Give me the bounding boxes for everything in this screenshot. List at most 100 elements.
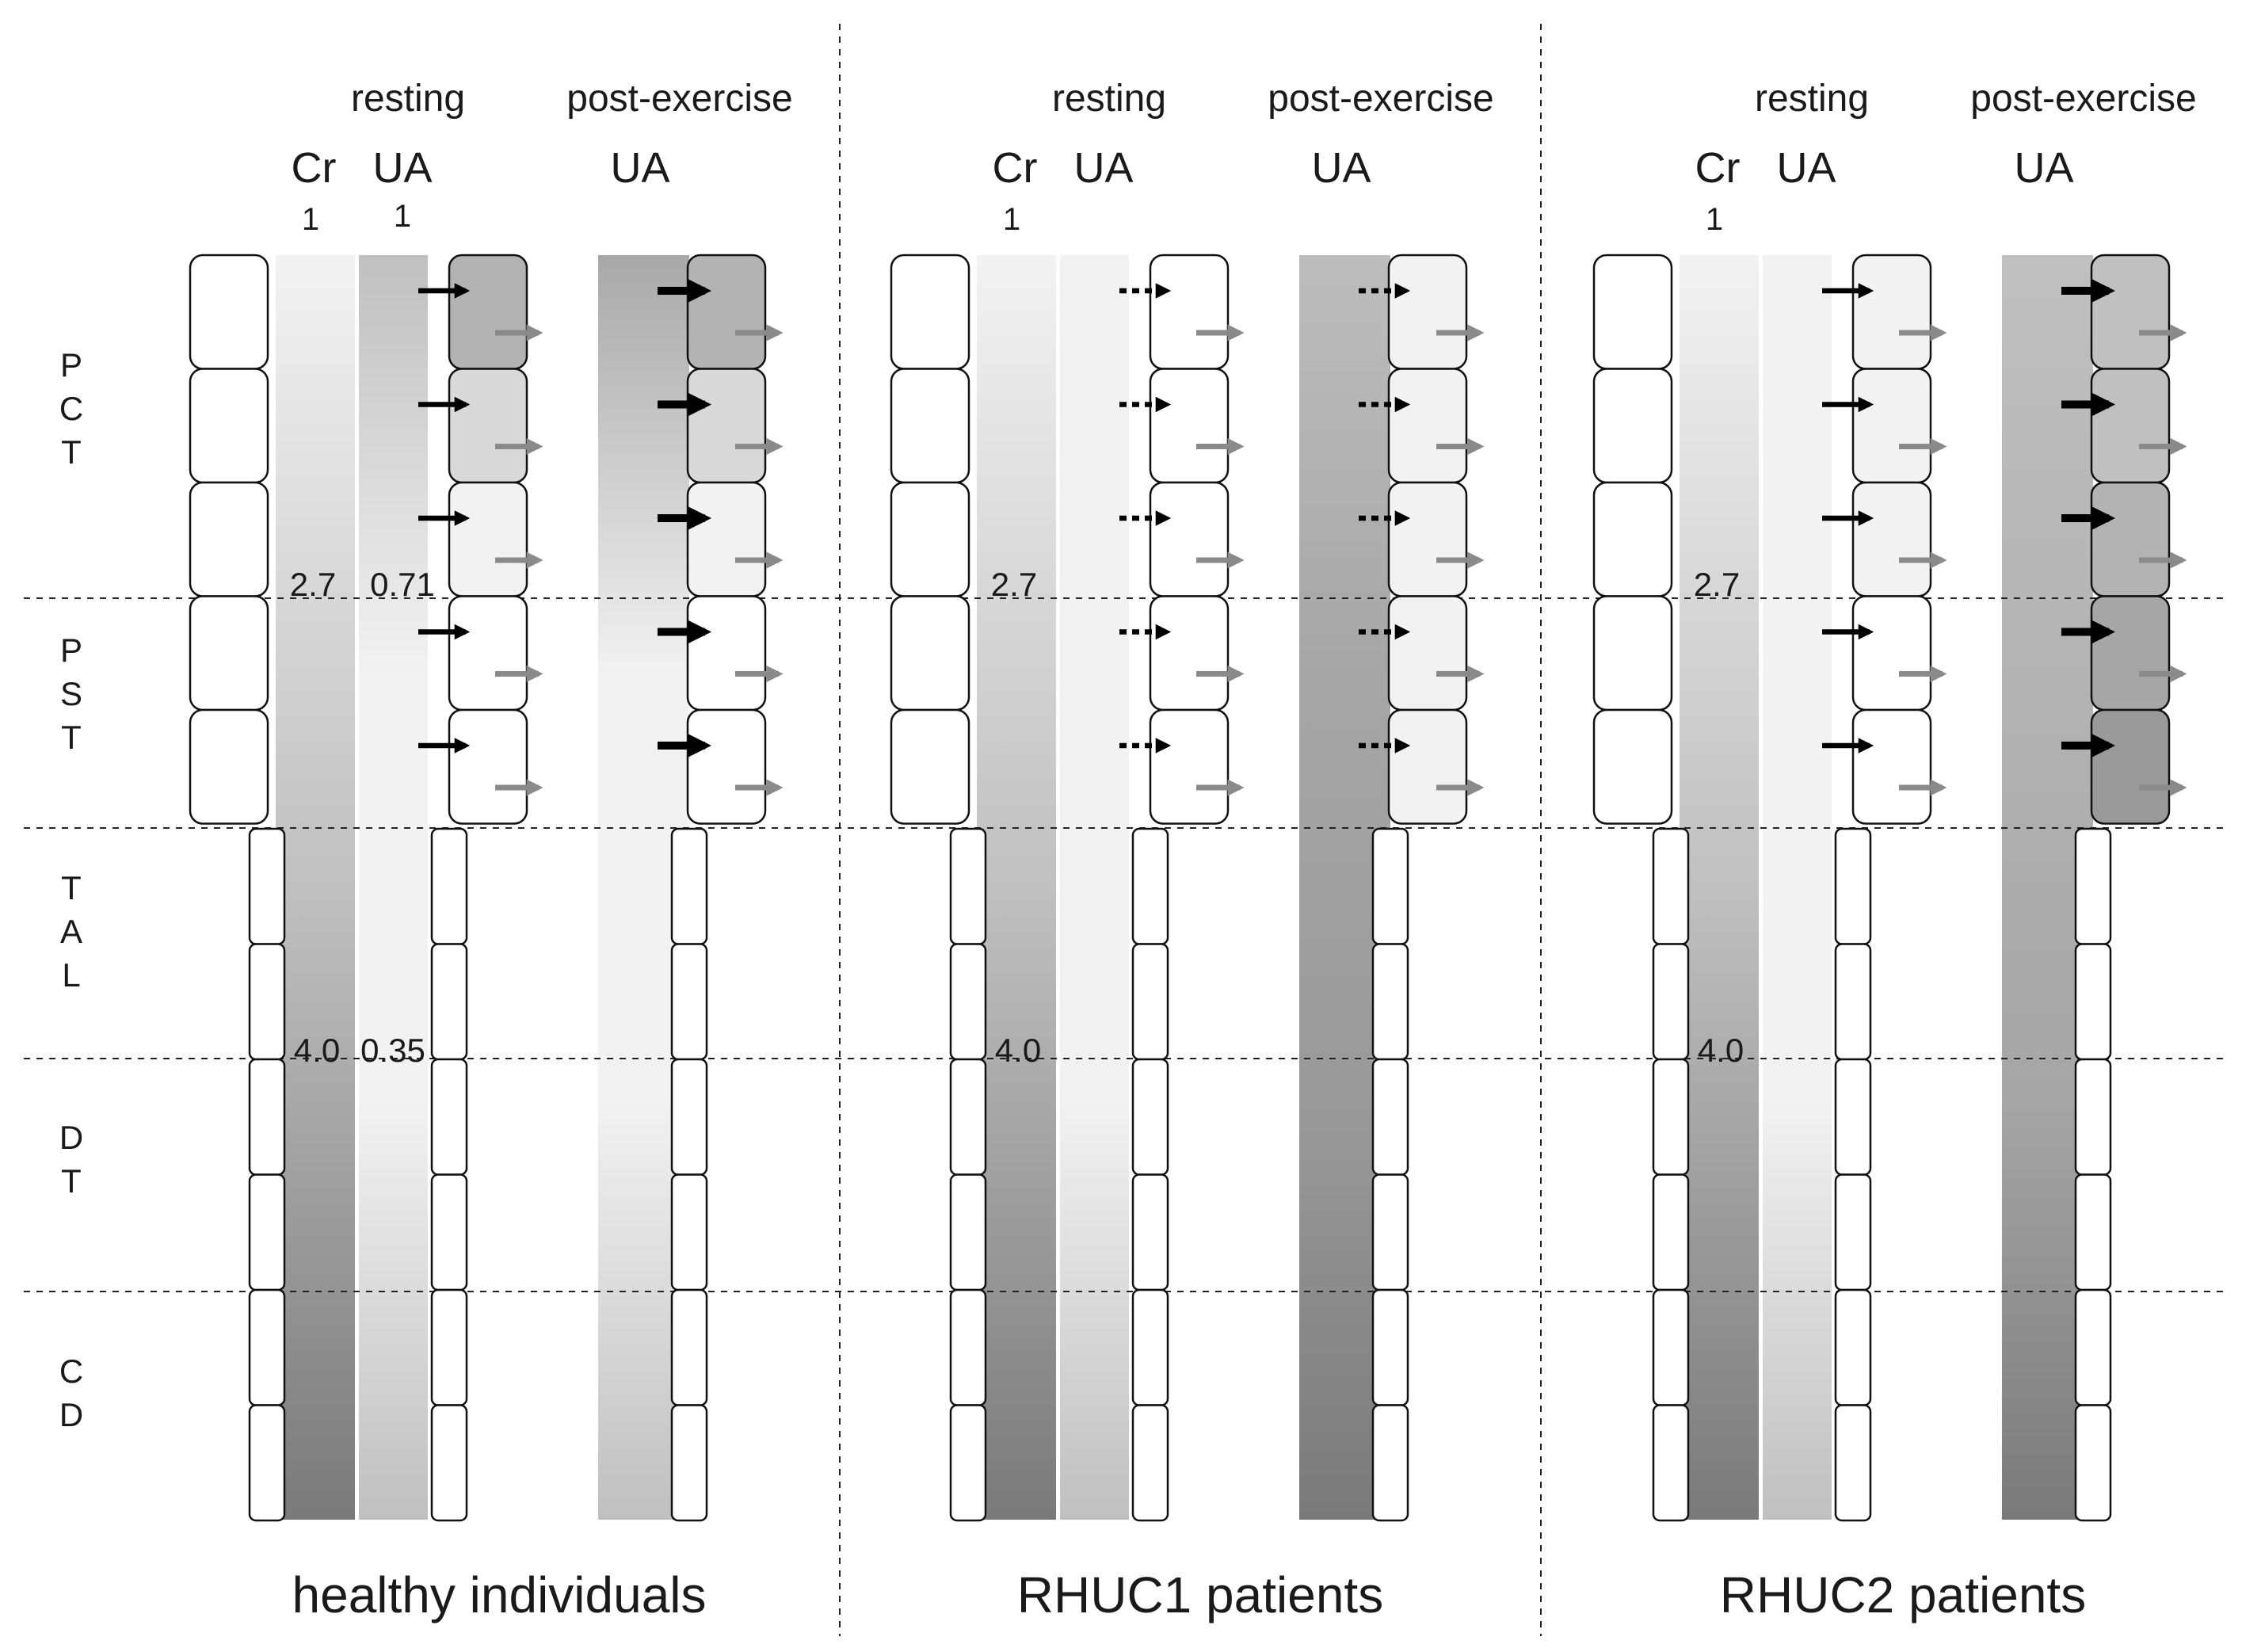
proximal-cell-post-5 bbox=[1387, 708, 1468, 825]
creatinine-dt-value-rhuc2: 4.0 bbox=[1698, 1032, 1744, 1069]
creatinine-top-value-rhuc2: 1 bbox=[1706, 202, 1723, 237]
distal-cell-post-4 bbox=[670, 1173, 708, 1291]
uric-acid-label-resting-rhuc2: UA bbox=[1776, 144, 1836, 192]
distal-cell-post-6 bbox=[1371, 1404, 1409, 1522]
segment-label-dt-1: D bbox=[59, 1119, 83, 1156]
creatinine-band-rhuc2 bbox=[1680, 255, 1759, 1520]
proximal-cell-cr-1 bbox=[890, 254, 970, 370]
distal-cell-post-3 bbox=[670, 1058, 708, 1176]
proximal-cell-cr-2 bbox=[890, 368, 970, 484]
post-exercise-label-healthy: post-exercise bbox=[566, 78, 792, 120]
distal-cell-resting-2 bbox=[430, 943, 468, 1061]
proximal-cell-resting-1 bbox=[448, 254, 528, 370]
creatinine-pst-value-healthy: 2.7 bbox=[290, 566, 336, 603]
segment-label-cd-1: C bbox=[59, 1353, 83, 1390]
distal-cell-cr-3 bbox=[248, 1058, 286, 1176]
proximal-cell-post-1 bbox=[1387, 254, 1468, 370]
distal-cell-cr-1 bbox=[1652, 827, 1690, 945]
proximal-cell-cr-4 bbox=[189, 595, 269, 712]
distal-cell-cr-5 bbox=[248, 1288, 286, 1406]
proximal-cell-post-2 bbox=[2090, 368, 2171, 484]
creatinine-label-rhuc2: Cr bbox=[1695, 144, 1741, 192]
distal-cell-resting-1 bbox=[1131, 827, 1169, 945]
creatinine-label-healthy: Cr bbox=[292, 144, 337, 192]
proximal-cell-resting-4 bbox=[1851, 595, 1932, 712]
proximal-cell-resting-5 bbox=[1149, 708, 1230, 825]
segment-label-pst-2: S bbox=[60, 675, 82, 712]
distal-cell-cr-5 bbox=[1652, 1288, 1690, 1406]
segment-label-pct-3: T bbox=[61, 433, 82, 471]
proximal-cell-cr-5 bbox=[189, 708, 269, 825]
creatinine-dt-value-rhuc1: 4.0 bbox=[995, 1032, 1041, 1069]
proximal-cell-cr-1 bbox=[1592, 254, 1673, 370]
distal-cell-post-5 bbox=[670, 1288, 708, 1406]
proximal-cell-cr-3 bbox=[189, 481, 269, 597]
transport-arrows bbox=[418, 279, 2187, 796]
resting-label-rhuc1: resting bbox=[1052, 78, 1166, 120]
distal-cell-resting-4 bbox=[1131, 1173, 1169, 1291]
proximal-cell-post-4 bbox=[686, 595, 767, 712]
distal-cell-cr-1 bbox=[949, 827, 987, 945]
distal-cell-post-3 bbox=[1371, 1058, 1409, 1176]
distal-cell-post-1 bbox=[1371, 827, 1409, 945]
segment-label-pct-2: C bbox=[59, 390, 83, 427]
proximal-cell-cr-2 bbox=[189, 368, 269, 484]
distal-cell-resting-1 bbox=[1834, 827, 1872, 945]
distal-cell-cr-2 bbox=[248, 943, 286, 1061]
proximal-cell-post-1 bbox=[686, 254, 767, 370]
distal-cell-resting-6 bbox=[430, 1404, 468, 1522]
distal-cell-cr-6 bbox=[949, 1404, 987, 1522]
uric-acid-label-post-rhuc1: UA bbox=[1311, 144, 1371, 192]
proximal-cell-cr-1 bbox=[189, 254, 269, 370]
uric-acid-band-resting-healthy bbox=[359, 255, 428, 1520]
proximal-cell-resting-3 bbox=[1851, 481, 1932, 597]
distal-cell-cr-6 bbox=[248, 1404, 286, 1522]
proximal-cell-post-4 bbox=[2090, 595, 2171, 712]
distal-cell-post-2 bbox=[670, 943, 708, 1061]
distal-cell-post-5 bbox=[2074, 1288, 2112, 1406]
proximal-cell-resting-5 bbox=[448, 708, 528, 825]
proximal-cell-resting-2 bbox=[1149, 368, 1230, 484]
distal-cell-cr-3 bbox=[949, 1058, 987, 1176]
segment-label-pst-3: T bbox=[61, 719, 82, 756]
creatinine-label-rhuc1: Cr bbox=[993, 144, 1038, 192]
distal-cell-post-4 bbox=[2074, 1173, 2112, 1291]
distal-cell-cr-2 bbox=[949, 943, 987, 1061]
distal-cell-resting-4 bbox=[430, 1173, 468, 1291]
post-exercise-label-rhuc1: post-exercise bbox=[1268, 78, 1493, 120]
uric-acid-label-post-rhuc2: UA bbox=[2014, 144, 2073, 192]
segment-label-dt-2: T bbox=[61, 1162, 82, 1200]
uric-acid-band-resting-rhuc2 bbox=[1763, 255, 1832, 1520]
creatinine-pst-value-rhuc2: 2.7 bbox=[1694, 566, 1740, 603]
panel-rhuc2 bbox=[1592, 254, 2171, 1522]
distal-cell-cr-4 bbox=[1652, 1173, 1690, 1291]
panel-title-healthy: healthy individuals bbox=[292, 1566, 707, 1623]
creatinine-band-rhuc1 bbox=[977, 255, 1056, 1520]
uric-acid-label-resting-rhuc1: UA bbox=[1073, 144, 1133, 192]
proximal-cell-resting-4 bbox=[1149, 595, 1230, 712]
proximal-cell-cr-3 bbox=[890, 481, 970, 597]
panel-title-rhuc1: RHUC1 patients bbox=[1017, 1566, 1383, 1623]
distal-cell-post-2 bbox=[2074, 943, 2112, 1061]
distal-cell-resting-6 bbox=[1131, 1404, 1169, 1522]
proximal-cell-resting-2 bbox=[448, 368, 528, 484]
distal-cell-resting-6 bbox=[1834, 1404, 1872, 1522]
distal-cell-resting-4 bbox=[1834, 1173, 1872, 1291]
distal-cell-resting-3 bbox=[1131, 1058, 1169, 1176]
segment-label-pst-1: P bbox=[60, 631, 82, 669]
tubule-cells bbox=[189, 254, 2171, 1522]
proximal-cell-cr-5 bbox=[890, 708, 970, 825]
proximal-cell-resting-1 bbox=[1149, 254, 1230, 370]
uric-acid-pst-value-healthy: 0.71 bbox=[370, 566, 435, 603]
proximal-cell-post-2 bbox=[1387, 368, 1468, 484]
segment-label-pct-1: P bbox=[60, 346, 82, 383]
distal-cell-post-1 bbox=[2074, 827, 2112, 945]
distal-cell-cr-3 bbox=[1652, 1058, 1690, 1176]
proximal-cell-cr-3 bbox=[1592, 481, 1673, 597]
post-exercise-label-rhuc2: post-exercise bbox=[1970, 78, 2196, 120]
distal-cell-resting-5 bbox=[1834, 1288, 1872, 1406]
proximal-cell-cr-2 bbox=[1592, 368, 1673, 484]
distal-cell-resting-3 bbox=[1834, 1058, 1872, 1176]
